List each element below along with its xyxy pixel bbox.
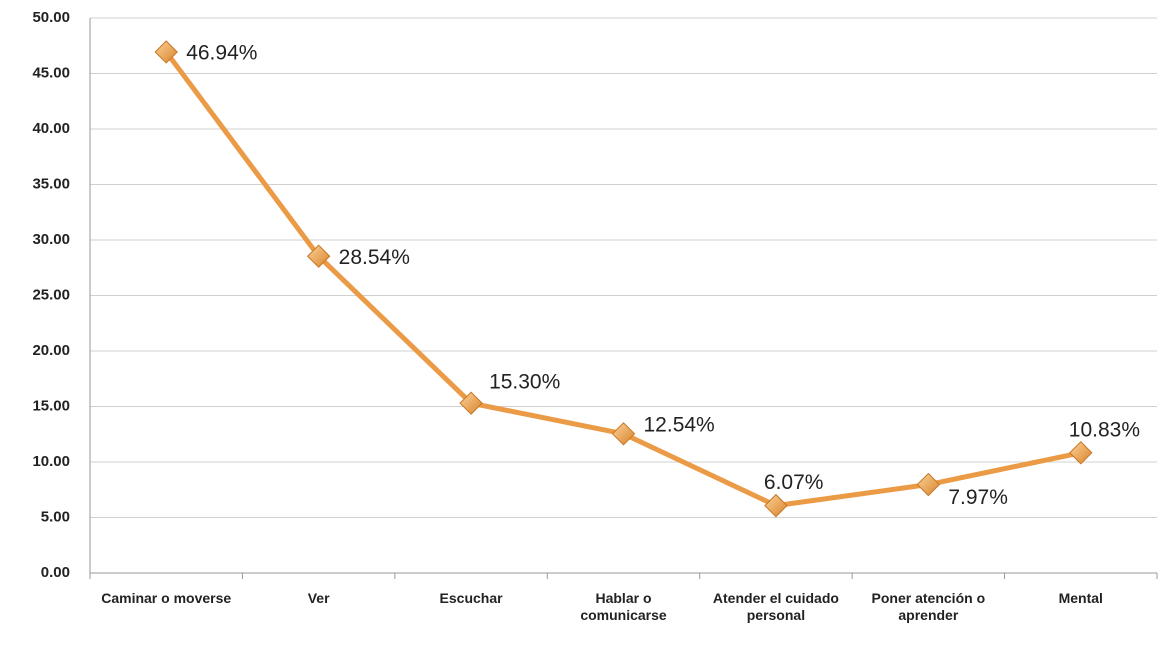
x-tick-label: Caminar o moverse bbox=[101, 590, 232, 606]
data-label: 28.54% bbox=[339, 246, 410, 269]
data-label: 15.30% bbox=[489, 371, 560, 394]
y-tick-label: 35.00 bbox=[32, 175, 70, 192]
data-label: 10.83% bbox=[1069, 418, 1140, 441]
data-label: 6.07% bbox=[764, 471, 824, 494]
marker bbox=[306, 244, 331, 268]
marker bbox=[1069, 441, 1093, 465]
x-tick-label: Poner atención o aprender bbox=[871, 590, 986, 623]
marker bbox=[916, 472, 941, 497]
y-tick-label: 50.00 bbox=[32, 9, 70, 26]
x-tick-label: Atender el cuidado personal bbox=[712, 590, 839, 623]
y-tick-label: 45.00 bbox=[32, 64, 70, 81]
marker bbox=[764, 493, 788, 518]
y-tick-label: 25.00 bbox=[32, 286, 70, 303]
marker bbox=[459, 391, 483, 415]
y-tick-label: 15.00 bbox=[32, 397, 70, 414]
y-tick-label: 30.00 bbox=[32, 231, 70, 248]
data-label: 7.97% bbox=[948, 486, 1008, 509]
y-tick-label: 5.00 bbox=[41, 508, 70, 525]
x-tick-label: Escuchar bbox=[439, 590, 503, 606]
x-tick-label: Hablar o comunicarse bbox=[580, 590, 667, 623]
data-label: 12.54% bbox=[644, 413, 715, 436]
x-tick-label: Mental bbox=[1058, 590, 1103, 606]
data-label: 46.94% bbox=[186, 42, 257, 65]
marker bbox=[611, 422, 636, 446]
y-tick-label: 40.00 bbox=[32, 120, 70, 137]
x-tick-label: Ver bbox=[307, 590, 330, 606]
y-tick-label: 10.00 bbox=[32, 453, 70, 470]
marker bbox=[154, 40, 178, 64]
y-tick-label: 20.00 bbox=[32, 342, 70, 359]
y-tick-label: 0.00 bbox=[41, 564, 70, 581]
